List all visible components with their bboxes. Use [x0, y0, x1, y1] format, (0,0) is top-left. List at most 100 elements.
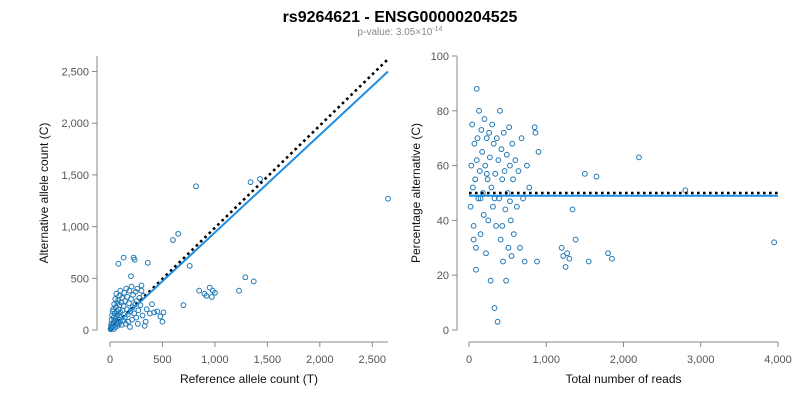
data-point	[505, 244, 512, 251]
y-tick-label: 60	[437, 161, 449, 173]
data-point	[562, 264, 569, 270]
x-tick-label: 1,500	[254, 354, 282, 366]
data-point	[502, 206, 509, 213]
data-point	[508, 253, 515, 259]
data-point	[467, 203, 474, 210]
data-point	[532, 129, 539, 136]
data-point	[503, 151, 510, 158]
data-point	[142, 318, 149, 325]
data-point	[488, 184, 495, 191]
data-point	[507, 198, 513, 205]
data-point	[494, 318, 501, 325]
data-point	[499, 176, 506, 183]
data-point	[485, 217, 492, 224]
data-point	[510, 231, 517, 238]
data-point	[479, 149, 486, 155]
pvalue-text: p-value: 3.05×10	[358, 27, 433, 38]
data-point	[116, 312, 123, 319]
data-point	[250, 278, 257, 285]
allele-count-panel: 0 500 1,000 1,500 2,000 2,500 0 500 1,000 1,500 2,…	[37, 56, 391, 386]
x-tick-label: 2,500	[358, 354, 386, 366]
data-point	[476, 107, 482, 114]
data-point	[385, 195, 391, 202]
data-point	[493, 135, 500, 142]
data-point	[206, 284, 213, 291]
data-point	[474, 135, 481, 142]
data-point	[120, 254, 127, 261]
data-point	[496, 195, 503, 202]
data-point	[128, 273, 134, 280]
data-point	[520, 195, 526, 202]
data-point	[138, 287, 145, 294]
y-tick-label: 80	[437, 106, 449, 118]
pvalue-exponent: -14	[432, 26, 442, 33]
data-point	[500, 258, 506, 265]
data-point	[257, 176, 263, 182]
data-point	[138, 282, 145, 289]
y-tick-label: 100	[431, 51, 449, 63]
y-axis-title: Alternative allele count (C)	[37, 123, 51, 264]
data-point	[469, 121, 475, 128]
data-point	[564, 250, 571, 257]
data-point	[517, 244, 523, 251]
data-point	[489, 121, 496, 128]
data-point	[510, 176, 516, 183]
data-point	[127, 323, 133, 330]
x-tick-label: 0	[466, 354, 472, 366]
data-point	[566, 255, 573, 262]
data-point	[139, 312, 146, 319]
data-point	[160, 309, 167, 316]
data-point	[471, 140, 478, 147]
data-point	[468, 162, 475, 169]
data-point	[115, 260, 122, 267]
data-point	[534, 258, 540, 265]
data-point	[120, 303, 127, 310]
data-point	[483, 170, 490, 177]
y-tick-label: 2,500	[61, 67, 89, 79]
data-point	[585, 258, 592, 265]
y-tick-label: 2,000	[61, 118, 89, 130]
data-point	[491, 195, 498, 202]
data-point	[151, 309, 157, 316]
data-point	[526, 184, 533, 191]
data-point	[133, 314, 140, 321]
data-point	[247, 179, 254, 186]
data-point	[498, 146, 505, 153]
data-point	[131, 256, 138, 263]
data-point	[771, 239, 778, 246]
data-point	[535, 149, 542, 155]
data-point	[144, 259, 151, 266]
data-point	[501, 168, 508, 174]
data-point	[186, 262, 193, 269]
data-point	[473, 157, 480, 164]
data-point	[208, 294, 215, 300]
x-tick-label: 1,000	[201, 354, 229, 366]
fitted-ratio-line	[109, 70, 389, 331]
data-point	[111, 301, 118, 308]
data-point	[143, 306, 150, 313]
percentage-alternative-panel: 0 20 40 60 80 100 0 1,000 2,000 3,000 4,000 Total n…	[409, 51, 792, 386]
data-point	[518, 135, 525, 142]
data-point	[486, 154, 493, 161]
x-tick-label: 4,000	[764, 354, 792, 366]
data-point	[515, 168, 522, 174]
data-point	[478, 127, 485, 133]
data-point	[470, 236, 477, 243]
data-point	[170, 237, 176, 243]
data-point	[132, 288, 139, 295]
data-point	[558, 244, 565, 251]
data-point	[476, 168, 483, 174]
data-point	[497, 236, 504, 243]
data-point	[477, 231, 484, 238]
pvalue-subtitle: p-value: 3.05×10-14	[358, 26, 443, 38]
data-point	[560, 253, 567, 259]
data-point	[116, 302, 123, 309]
data-point	[605, 250, 611, 257]
data-point	[499, 222, 506, 229]
data-point	[193, 183, 199, 190]
x-tick-label: 2,000	[610, 354, 638, 366]
x-tick-label: 0	[107, 354, 113, 366]
x-tick-label: 2,000	[306, 354, 334, 366]
data-point	[481, 116, 488, 122]
